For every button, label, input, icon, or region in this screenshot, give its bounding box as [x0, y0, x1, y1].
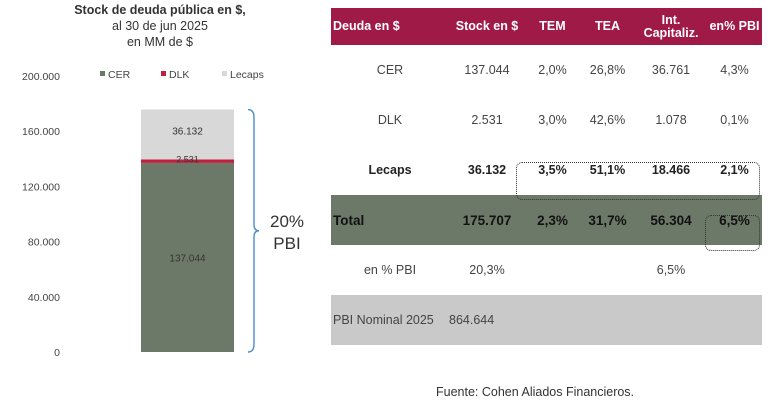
data-label-dlk: 2.531: [176, 154, 199, 164]
legend-label: Lecaps: [230, 69, 264, 81]
table-cell: 31,7%: [580, 195, 635, 245]
bar-segment-lecaps: [141, 109, 234, 160]
table-cell: 2,1%: [720, 163, 749, 177]
table-cell: [707, 245, 762, 295]
header-stock: Stock en $: [449, 8, 525, 45]
data-label-lecaps: 36.132: [172, 126, 203, 137]
table-cell: 26,8%: [589, 63, 626, 77]
table-cell: 2,0%: [538, 63, 567, 77]
table-cell: [525, 245, 580, 295]
table-cell: 2.531: [471, 113, 503, 127]
header-pbi: en% PBI: [707, 8, 762, 45]
table-row-cer: CER 137.044 2,0% 26,8% 36.761 4,3%: [331, 45, 762, 95]
table-cell: 1.078: [655, 113, 687, 127]
legend-swatch: [222, 71, 227, 76]
chart-subtitle-units: en MM de $: [126, 35, 193, 49]
table-cell: PBI Nominal 2025: [331, 295, 449, 345]
table-cell: 36.761: [651, 63, 691, 77]
header-deuda: Deuda en $: [331, 8, 449, 45]
bar-segment-cer: [141, 162, 234, 352]
y-tick-label: 120.000: [22, 181, 60, 193]
header-int-capitaliz: Int. Capitaliz.: [635, 8, 707, 45]
table-cell: 3,0%: [538, 113, 567, 127]
table-cell: 0,1%: [720, 113, 749, 127]
table-row-pbi-nominal: PBI Nominal 2025 864.644: [331, 295, 762, 345]
legend-swatch: [161, 71, 166, 76]
bracket-brace: [247, 108, 260, 353]
chart-subtitle-date: al 30 de jun 2025: [112, 19, 208, 33]
stacked-bar-chart: 200.000 160.000 120.000 80.000 40.000 0 CER DLK…: [22, 69, 264, 359]
pbi-annotation: 20% PBI: [262, 211, 312, 255]
table-cell: 4,3%: [720, 63, 749, 77]
legend-swatch: [100, 71, 105, 76]
chart-title: Stock de deuda pública en $, al 30 de ju…: [40, 2, 280, 50]
table-cell: 36.132: [467, 163, 507, 177]
table-cell: [580, 295, 635, 345]
table-cell: 18.466: [651, 163, 691, 177]
table-cell: [525, 295, 580, 345]
table-header-row: Deuda en $ Stock en $ TEM TEA Int. Capit…: [331, 8, 762, 45]
table-cell: DLK: [377, 113, 403, 127]
y-tick-label: 80.000: [28, 237, 60, 249]
table-cell: 20,3%: [469, 263, 505, 277]
table-row-total: Total 175.707 2,3% 31,7% 56.304 6,5%: [331, 195, 762, 245]
table-cell: Total: [331, 195, 449, 245]
table-cell: 6,5%: [656, 263, 686, 277]
table-cell: 137.044: [464, 63, 510, 77]
debt-table: Deuda en $ Stock en $ TEM TEA Int. Capit…: [331, 8, 762, 345]
pbi-annotation-percent: 20%: [269, 212, 305, 231]
legend-label: CER: [108, 69, 131, 81]
header-tem: TEM: [525, 8, 580, 45]
table-cell: [635, 295, 707, 345]
legend-label: DLK: [169, 69, 189, 81]
bar-segment-dlk: [141, 159, 234, 163]
table-cell: 6,5%: [707, 195, 762, 245]
pbi-annotation-label: PBI: [273, 234, 301, 253]
y-tick-label: 160.000: [22, 126, 60, 138]
chart-title-main: Stock de deuda pública en $,: [74, 3, 246, 17]
source-note: Fuente: Cohen Aliados Financieros.: [436, 385, 635, 399]
table-row-pbi-percent: en % PBI 20,3% 6,5%: [331, 245, 762, 295]
table-cell: en % PBI: [363, 263, 417, 277]
header-tea: TEA: [580, 8, 635, 45]
y-tick-label: 0: [54, 347, 60, 359]
table-cell: 2,3%: [525, 195, 580, 245]
table-cell: Lecaps: [368, 163, 412, 177]
table-cell: 42,6%: [589, 113, 626, 127]
table-cell: 175.707: [449, 195, 525, 245]
table-cell: 864.644: [449, 295, 525, 345]
table-cell: 3,5%: [538, 163, 567, 177]
table-cell: 51,1%: [589, 163, 626, 177]
table-cell: [580, 245, 635, 295]
table-cell: 56.304: [635, 195, 707, 245]
data-label-cer: 137.044: [169, 253, 206, 264]
y-tick-label: 200.000: [22, 71, 60, 83]
table-cell: [707, 295, 762, 345]
table-row-lecaps: Lecaps 36.132 3,5% 51,1% 18.466 2,1%: [331, 145, 762, 195]
table-cell: CER: [376, 63, 404, 77]
table-row-dlk: DLK 2.531 3,0% 42,6% 1.078 0,1%: [331, 95, 762, 145]
y-tick-label: 40.000: [28, 292, 60, 304]
